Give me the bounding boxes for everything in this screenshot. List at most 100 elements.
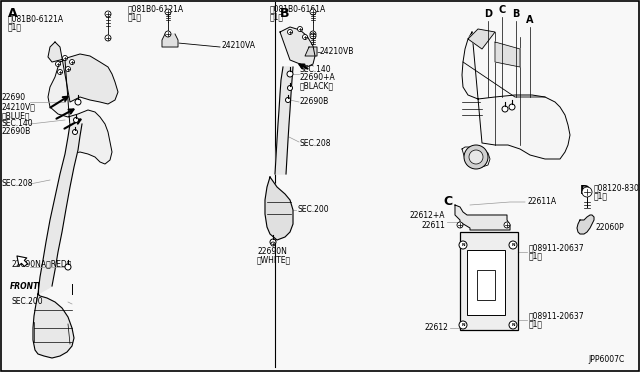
Polygon shape [38, 124, 82, 294]
Circle shape [105, 11, 111, 17]
Circle shape [582, 187, 592, 197]
Polygon shape [462, 147, 490, 167]
Circle shape [56, 61, 61, 67]
Text: JPP6007C: JPP6007C [589, 355, 625, 364]
Polygon shape [462, 32, 570, 159]
Text: A: A [526, 15, 534, 25]
Text: N: N [461, 323, 465, 327]
Text: （1）: （1） [529, 320, 543, 328]
Circle shape [502, 106, 508, 112]
Text: 22060P: 22060P [596, 222, 625, 231]
Polygon shape [48, 42, 118, 104]
Text: （WHITE）: （WHITE） [257, 256, 291, 264]
Circle shape [165, 9, 171, 15]
Circle shape [469, 150, 483, 164]
Text: B: B [512, 9, 520, 19]
Circle shape [287, 86, 292, 90]
Circle shape [459, 241, 467, 249]
Circle shape [74, 118, 79, 122]
Text: SEC.208: SEC.208 [2, 180, 33, 189]
Bar [467, 250, 505, 315]
Text: 22690NA（RED）: 22690NA（RED） [12, 260, 72, 269]
Text: SEC.200: SEC.200 [12, 298, 44, 307]
Polygon shape [33, 294, 74, 358]
Circle shape [271, 242, 275, 246]
Text: （1）: （1） [128, 12, 142, 21]
Polygon shape [577, 215, 594, 234]
Circle shape [504, 222, 510, 228]
Text: C: C [443, 195, 452, 208]
Polygon shape [468, 29, 495, 49]
Text: Ⓑ081B0-6121A: Ⓑ081B0-6121A [8, 14, 64, 23]
Text: D: D [484, 9, 492, 19]
Text: Ⓝ08911-20637: Ⓝ08911-20637 [529, 311, 584, 321]
Text: Ⓑ08120-8301A: Ⓑ08120-8301A [594, 183, 640, 192]
Circle shape [270, 239, 276, 245]
Circle shape [298, 26, 303, 32]
FancyArrowPatch shape [17, 256, 28, 266]
Polygon shape [265, 177, 293, 240]
Text: 22690: 22690 [2, 93, 26, 103]
Text: SEC.200: SEC.200 [297, 205, 328, 215]
Text: （BLUE）: （BLUE） [2, 112, 31, 121]
Text: 22690B: 22690B [2, 128, 31, 137]
Text: C: C [499, 5, 506, 15]
Text: 22690B: 22690B [300, 97, 329, 106]
Text: 22690+A: 22690+A [300, 74, 336, 83]
Text: 22690N: 22690N [257, 247, 287, 257]
Circle shape [165, 31, 171, 37]
Circle shape [310, 31, 316, 37]
Circle shape [457, 222, 463, 228]
Polygon shape [280, 27, 315, 67]
Text: A: A [8, 7, 18, 20]
Circle shape [464, 145, 488, 169]
Circle shape [310, 9, 316, 15]
Circle shape [63, 55, 67, 61]
Circle shape [509, 321, 517, 329]
Text: SEC.140: SEC.140 [300, 65, 332, 74]
Text: Ⓑ081B0-6121A: Ⓑ081B0-6121A [128, 4, 184, 13]
Text: 22612+A: 22612+A [410, 211, 445, 219]
Text: SEC.208: SEC.208 [300, 140, 332, 148]
Text: N: N [511, 243, 515, 247]
Circle shape [75, 99, 81, 105]
Bar [460, 232, 518, 330]
Circle shape [459, 321, 467, 329]
Polygon shape [162, 34, 178, 47]
Text: Ⓑ081B0-6161A: Ⓑ081B0-6161A [270, 4, 326, 13]
Polygon shape [455, 205, 510, 230]
Text: 24210VA: 24210VA [222, 41, 256, 49]
Circle shape [72, 129, 77, 135]
Text: （1）: （1） [594, 192, 608, 201]
Circle shape [285, 97, 291, 103]
Circle shape [287, 29, 292, 35]
Circle shape [509, 241, 517, 249]
Circle shape [58, 70, 63, 74]
Circle shape [65, 264, 71, 270]
Polygon shape [305, 47, 317, 56]
Text: N: N [511, 323, 515, 327]
Polygon shape [495, 42, 520, 67]
Circle shape [303, 35, 307, 39]
Text: （1）: （1） [529, 251, 543, 260]
Text: 22612: 22612 [424, 324, 448, 333]
Text: 22611A: 22611A [527, 198, 556, 206]
Text: 24210V: 24210V [2, 103, 36, 112]
Text: SEC.140: SEC.140 [2, 119, 34, 128]
Circle shape [105, 35, 111, 41]
Text: 24210VB: 24210VB [320, 48, 355, 57]
Text: 22611: 22611 [421, 221, 445, 230]
Circle shape [70, 60, 74, 64]
Text: （1）: （1） [270, 12, 284, 21]
Polygon shape [275, 67, 293, 174]
Circle shape [287, 71, 293, 77]
Text: B: B [280, 7, 289, 20]
Text: （BLACK）: （BLACK） [300, 81, 334, 90]
Text: Ⓝ08911-20637: Ⓝ08911-20637 [529, 244, 584, 253]
Bar [477, 270, 495, 300]
Circle shape [310, 33, 316, 39]
Text: （1）: （1） [8, 22, 22, 31]
Circle shape [65, 67, 70, 71]
Polygon shape [48, 60, 112, 164]
Text: D: D [580, 184, 590, 197]
